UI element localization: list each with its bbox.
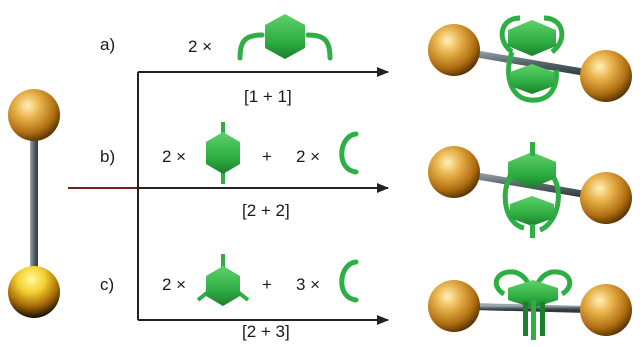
reaction-c: c) 2 × + 3 × [2 + 3] <box>100 254 359 341</box>
reaction-letter-b: b) <box>100 147 115 166</box>
stoich-b-1: 2 × <box>162 147 186 166</box>
reaction-label-a: [1 + 1] <box>244 87 292 106</box>
rotaxane-product-a <box>428 15 632 103</box>
arc-linker-icon <box>339 259 359 303</box>
reaction-letter-a: a) <box>100 35 115 54</box>
stoich-c-1: 2 × <box>162 275 186 294</box>
stoich-b-2: 2 × <box>296 147 320 166</box>
reaction-a: a) 2 × [1 + 1] <box>100 14 333 106</box>
stopper-top <box>8 89 60 141</box>
plus-c: + <box>262 275 272 294</box>
hexagon-two-stub-icon <box>206 122 240 184</box>
reaction-letter-c: c) <box>100 275 114 294</box>
plus-b: + <box>262 147 272 166</box>
stopper-bottom <box>8 266 60 318</box>
stoich-c-2: 3 × <box>296 275 320 294</box>
rotaxane-product-b <box>428 142 632 238</box>
stoich-a-1: 2 × <box>188 37 212 56</box>
reaction-b: b) 2 × + 2 × [2 + 2] <box>100 122 359 220</box>
dumbbell-axle <box>8 89 60 318</box>
hexagon-three-stub-icon <box>196 254 250 306</box>
reaction-label-c: [2 + 3] <box>242 322 290 341</box>
reaction-label-b: [2 + 2] <box>242 201 290 220</box>
arc-linker-icon <box>339 131 359 175</box>
macrocycle-hexagon-arms-icon <box>237 14 333 61</box>
rotaxane-product-c <box>428 269 632 340</box>
